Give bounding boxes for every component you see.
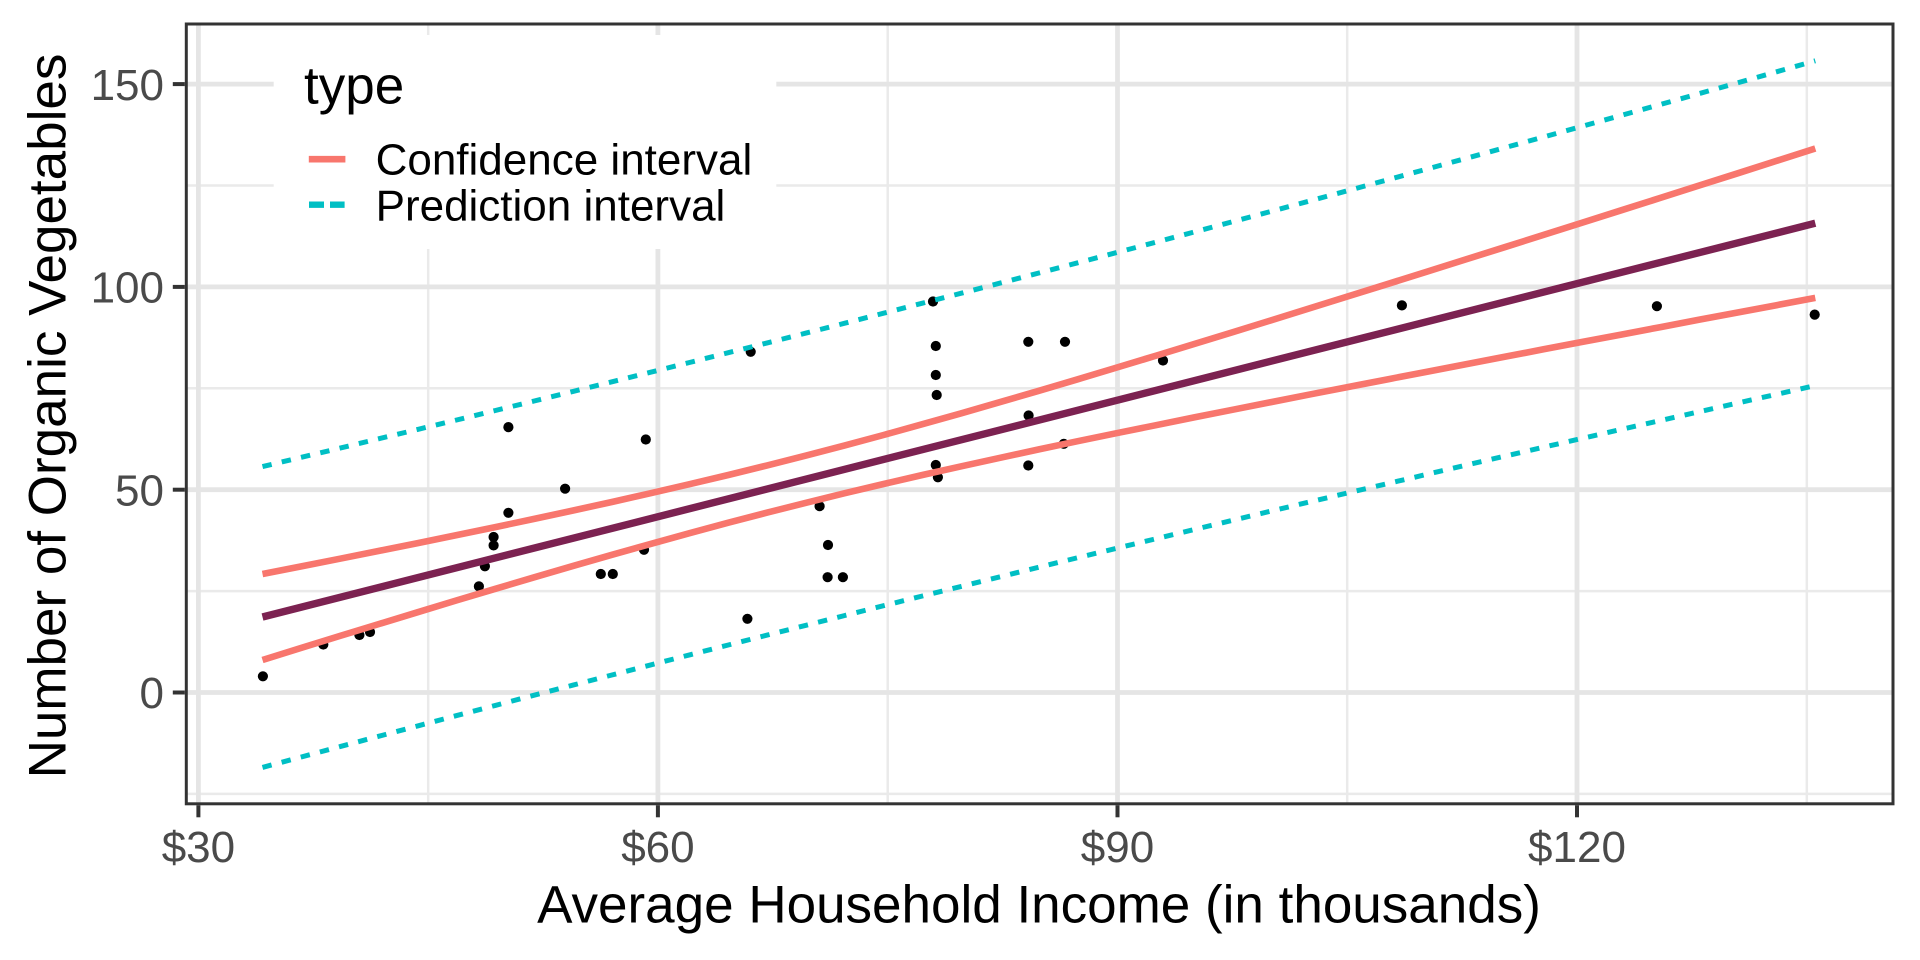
svg-text:Confidence interval: Confidence interval	[376, 136, 753, 185]
svg-text:$120: $120	[1528, 823, 1626, 872]
svg-text:150: 150	[91, 61, 164, 110]
svg-text:$60: $60	[621, 823, 694, 872]
svg-text:0: 0	[140, 669, 164, 718]
svg-text:Number of Organic Vegetables: Number of Organic Vegetables	[19, 54, 78, 779]
svg-text:$90: $90	[1081, 823, 1154, 872]
svg-text:$30: $30	[162, 823, 235, 872]
svg-text:type: type	[304, 57, 404, 116]
svg-text:Average Household Income (in t: Average Household Income (in thousands)	[537, 876, 1541, 935]
svg-text:50: 50	[115, 466, 164, 515]
svg-text:Prediction interval: Prediction interval	[376, 182, 726, 231]
svg-text:100: 100	[91, 264, 164, 313]
